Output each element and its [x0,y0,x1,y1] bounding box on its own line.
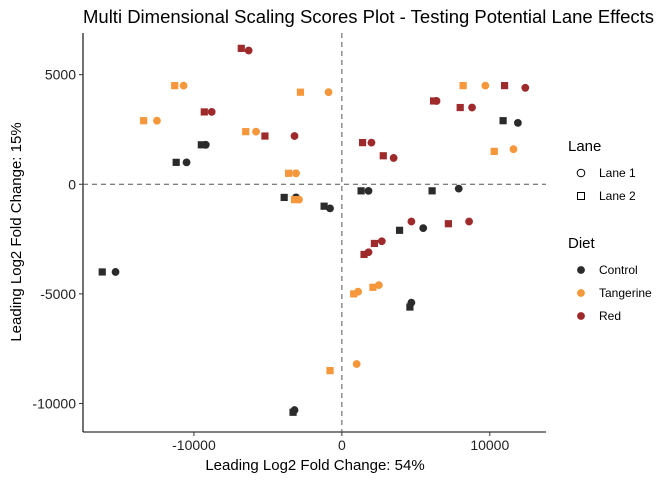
tick-labels: -10000 0 10000 -10000 -5000 0 5000 [32,67,509,453]
data-point-tangerine-lane1 [324,88,333,97]
data-point-red-lane2 [358,139,367,147]
y-tick-label: -5000 [40,286,76,302]
legend-diet-key-tangerine [577,289,585,297]
x-tick-label: 10000 [470,437,509,453]
y-axis-title: Leading Log2 Fold Change: 15% [8,122,25,341]
legend-label-control: Control [599,263,638,277]
data-point-red-lane1 [465,217,473,226]
legend-label-lane-1: Lane 1 [599,166,636,180]
data-point-control-lane2 [428,187,436,195]
data-point-red-lane2 [360,250,368,259]
data-point-tangerine-lane2 [326,367,334,375]
chart-title: Multi Dimensional Scaling Scores Plot - … [83,6,654,27]
data-point-tangerine-lane2 [350,290,358,298]
x-tick-label: 0 [338,437,346,453]
data-point-tangerine-lane1 [352,360,361,368]
y-tick-label: 5000 [45,67,76,83]
data-point-tangerine-lane1 [374,281,383,290]
legend-diet-key-red [577,312,585,320]
legend-label-tangerine: Tangerine [599,286,652,300]
legend-title-diet: Diet [568,235,596,252]
data-point-control-lane2 [197,141,205,149]
data-point-red-lane1 [367,138,376,147]
data-point-red-lane1 [521,83,530,92]
data-point-red-lane1 [468,103,476,112]
data-point-red-lane2 [200,108,208,116]
data-point-control-lane2 [395,226,404,234]
data-point-control-lane2 [172,158,180,166]
y-tick-label: -10000 [32,396,76,412]
data-point-control-lane2 [406,303,414,311]
data-point-tangerine-lane2 [369,283,377,291]
data-point-control-lane2 [320,202,328,210]
data-point-control-lane1 [513,118,522,127]
axes [82,33,546,433]
data-point-tangerine-lane2 [490,147,498,155]
reference-lines [83,33,546,432]
data-point-control-lane1 [364,186,373,195]
data-point-red-lane2 [261,132,269,140]
data-point-tangerine-lane2 [285,169,293,177]
data-point-control-lane2 [499,117,507,125]
legend-lane-square-key [577,192,585,200]
data-point-red-lane1 [244,46,253,55]
data-point-red-lane1 [407,217,416,226]
data-point-red-lane1 [290,132,299,140]
data-point-tangerine-lane1 [252,127,260,136]
x-tick-label: -10000 [172,437,216,453]
legend-title-lane: Lane [568,138,601,155]
data-point-control-lane1 [182,158,191,167]
data-point-red-lane1 [389,154,398,162]
data-point-tangerine-lane1 [292,169,300,178]
data-point-tangerine-lane1 [179,81,188,90]
data-point-tangerine-lane2 [242,128,250,136]
data-point-control-lane2 [289,408,297,416]
data-point-control-lane2 [98,268,106,276]
data-point-control-lane2 [280,193,288,202]
data-point-red-lane1 [377,237,386,246]
data-point-tangerine-lane2 [140,117,148,125]
data-point-red-lane1 [207,108,216,116]
data-point-tangerine-lane1 [481,81,490,90]
data-point-red-lane2 [456,103,464,112]
data-point-red-lane2 [379,152,387,160]
data-point-red-lane2 [500,82,509,90]
data-point-control-lane1 [111,268,120,276]
data-point-tangerine-lane2 [290,196,299,204]
data-point-control-lane1 [419,224,428,233]
legend-diet-key-control [577,266,585,274]
data-point-red-lane2 [370,239,379,248]
data-point-control-lane2 [357,187,365,195]
legend-label-lane-2: Lane 2 [599,189,636,203]
legend-label-red: Red [599,309,621,323]
data-points [98,44,530,416]
legend-lane-circle-key [576,168,586,178]
y-tick-label: 0 [68,176,76,192]
data-point-red-lane2 [237,44,245,52]
x-axis-title: Leading Log2 Fold Change: 54% [205,457,424,474]
data-point-tangerine-lane1 [509,145,518,154]
data-point-red-lane2 [444,220,452,228]
data-point-tangerine-lane2 [459,82,467,90]
data-point-tangerine-lane1 [153,116,161,125]
data-point-control-lane1 [454,184,463,193]
data-point-tangerine-lane2 [171,82,179,90]
data-point-tangerine-lane2 [296,88,305,96]
data-point-control-lane1 [326,204,334,213]
data-point-red-lane2 [429,97,438,105]
